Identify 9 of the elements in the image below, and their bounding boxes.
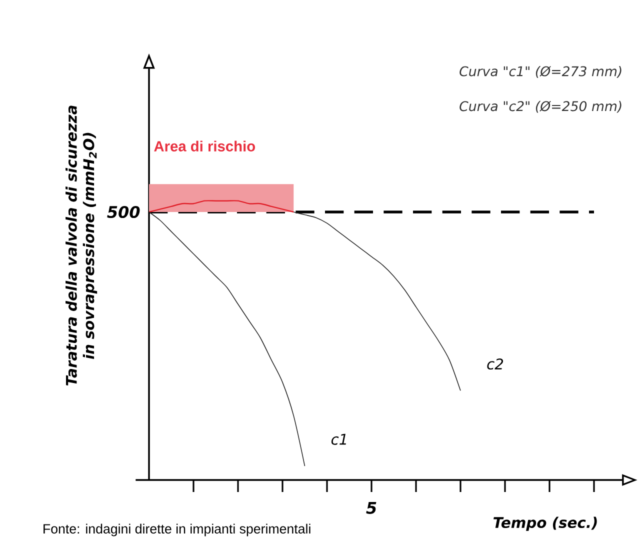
x-axis-title: Tempo (sec.) [494, 516, 597, 531]
source-note: Fonte: indagini dirette in impianti sperimentali [44, 524, 310, 536]
text: Curva "c1" (Ø=273 mm) [460, 66, 622, 78]
annotation: 500 [107, 206, 140, 218]
text: c2 [487, 358, 504, 370]
text: 5 [366, 502, 376, 514]
text: Area di rischio [154, 140, 256, 152]
text: Curva "c2" (Ø=250 mm) [460, 100, 622, 113]
text: c1 [331, 434, 346, 445]
